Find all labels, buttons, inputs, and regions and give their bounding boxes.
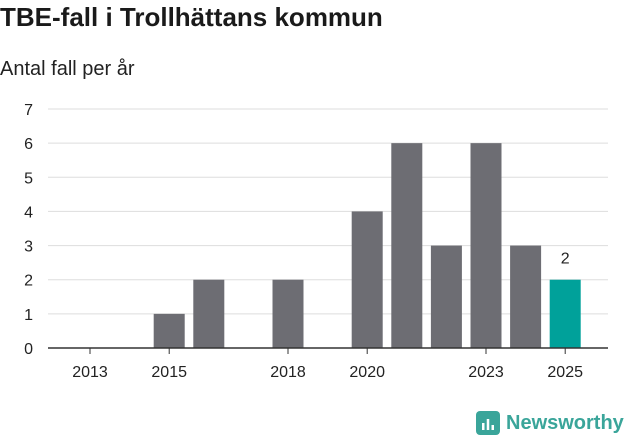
bar [193,279,225,348]
y-tick-label: 2 [24,273,33,290]
bar [153,313,185,348]
y-tick-label: 7 [24,102,33,119]
chart-subtitle: Antal fall per år [0,58,135,80]
y-tick-label: 0 [24,341,33,358]
x-tick-label: 2025 [547,364,583,381]
bar [391,143,423,348]
bar [272,279,304,348]
y-tick-label: 3 [24,239,33,256]
newsworthy-logo-icon [476,411,500,435]
bar [510,245,542,348]
chart-title: TBE-fall i Trollhättans kommun [0,2,383,32]
x-tick-label: 2015 [151,364,187,381]
bar [430,245,462,348]
y-tick-label: 4 [24,204,33,221]
newsworthy-logo: Newsworthy [476,408,624,438]
bar [470,143,502,348]
x-tick-label: 2018 [270,364,306,381]
y-tick-label: 1 [24,307,33,324]
y-tick-label: 5 [24,170,33,187]
y-tick-label: 6 [24,136,33,153]
bar [351,211,383,348]
highlighted-bar [549,279,581,348]
data-label: 2 [561,251,570,268]
brand-name: Newsworthy [506,411,624,434]
x-tick-label: 2023 [468,364,504,381]
x-tick-label: 2013 [72,364,108,381]
x-tick-label: 2020 [349,364,385,381]
